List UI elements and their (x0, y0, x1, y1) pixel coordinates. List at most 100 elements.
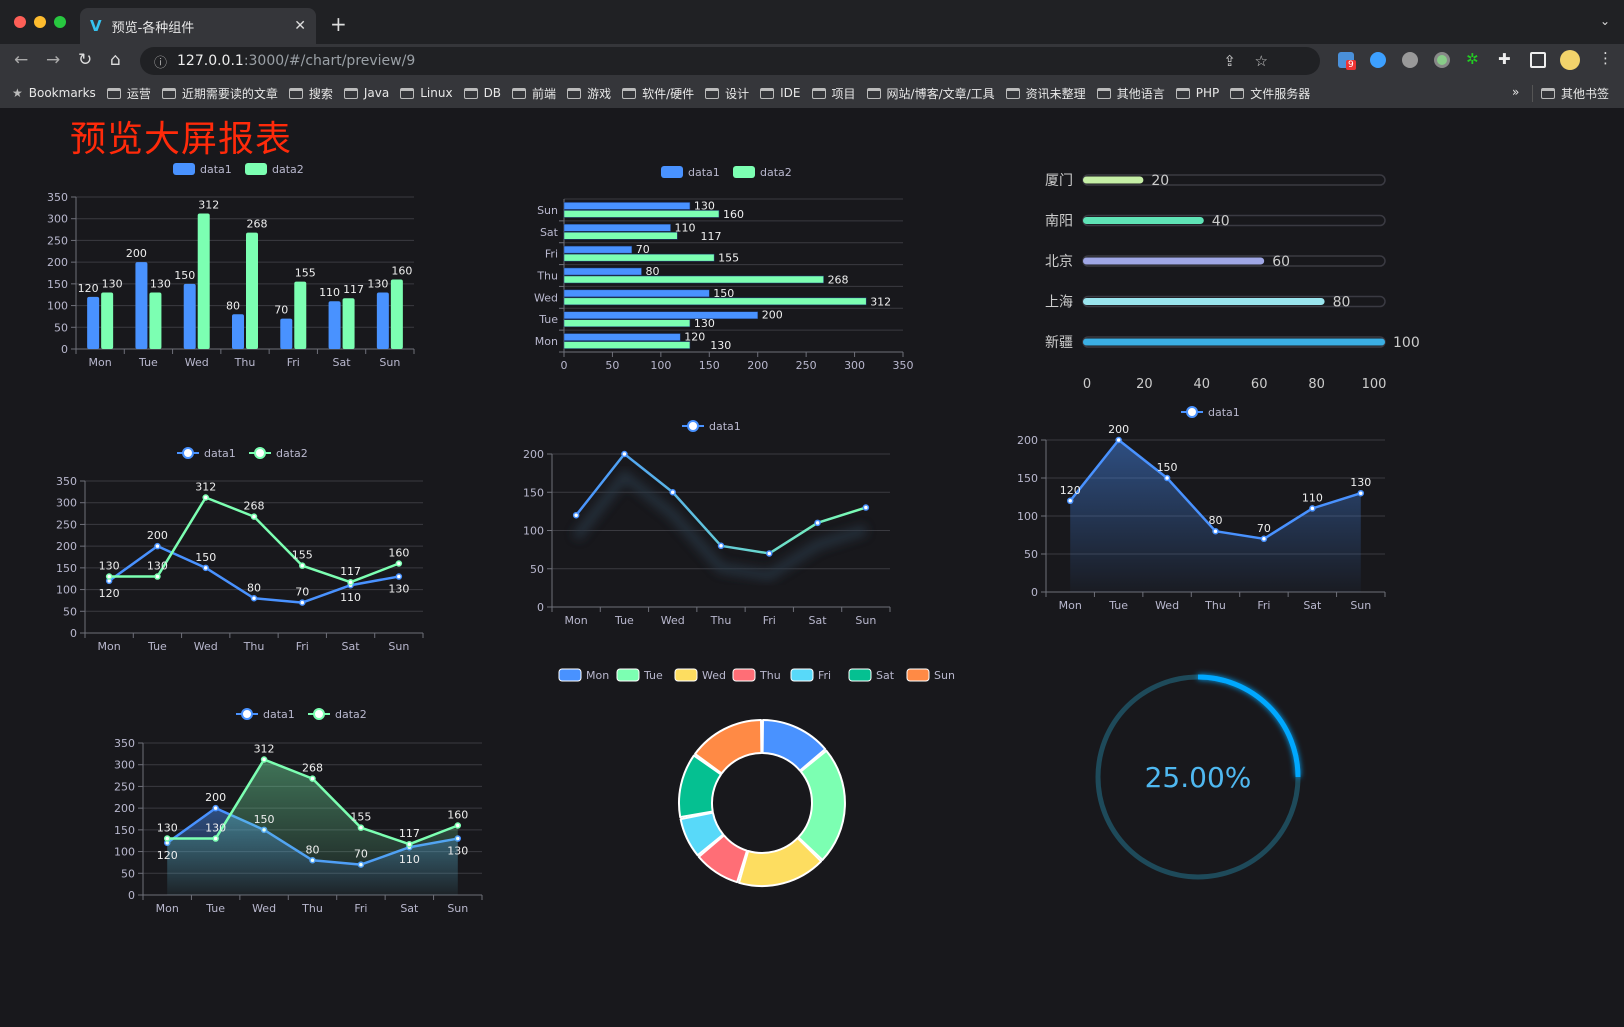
bookmark-label: 资讯未整理 (1025, 86, 1086, 101)
y-tick-label: 100 (114, 846, 135, 859)
bar-data2 (563, 319, 691, 327)
new-tab-button[interactable]: + (330, 12, 347, 36)
progress-value-label: 40 (1212, 214, 1230, 230)
legend-swatch (558, 668, 582, 682)
bar-value-label: 130 (710, 339, 731, 352)
legend-item-fri[interactable]: Fri (790, 668, 831, 682)
puzzle-extensions-icon[interactable]: ✚ (1498, 50, 1511, 68)
bookmark-folder[interactable]: IDE (760, 86, 801, 100)
data-point (406, 840, 413, 848)
legend-item-data2[interactable]: data2 (308, 708, 367, 721)
legend-item-data1[interactable]: data1 (661, 166, 720, 179)
bookmark-folder[interactable]: 前端 (512, 85, 556, 102)
data-point (669, 489, 676, 496)
bookmarks-overflow-button[interactable]: » (1512, 85, 1520, 99)
bookmarks-list: ★ Bookmarks 运营 近期需要读的文章 搜索 Java Linux DB 前端 游戏 软件/… (12, 78, 1321, 108)
x-tick-label: 100 (1362, 377, 1387, 392)
forward-arrow-icon[interactable]: → (46, 50, 61, 70)
share-icon[interactable]: ⇪ (1223, 52, 1236, 70)
area-data1 (1070, 440, 1361, 592)
bookmark-label: 运营 (126, 86, 151, 101)
legend-item-mon[interactable]: Mon (558, 668, 609, 682)
bookmark-folder[interactable]: 其他语言 (1096, 85, 1165, 102)
legend-item-tue[interactable]: Tue (616, 668, 663, 682)
bar-value-label: 268 (828, 274, 849, 287)
bookmark-label: 软件/硬件 (642, 86, 695, 101)
legend-item-wed[interactable]: Wed (674, 668, 726, 682)
bookmark-folder[interactable]: 网站/博客/文章/工具 (866, 85, 995, 102)
legend-item-data1[interactable]: data1 (177, 447, 236, 460)
browser-tab[interactable]: V 预览-各种组件 ✕ (80, 8, 316, 44)
legend-item-sat[interactable]: Sat (848, 668, 895, 682)
y-tick-label: 100 (523, 525, 544, 538)
bookmark-folder[interactable]: 资讯未整理 (1005, 85, 1086, 102)
maximize-window-button[interactable] (54, 16, 66, 28)
x-tick-label: 50 (605, 359, 619, 372)
bookmark-folder[interactable]: 搜索 (288, 85, 333, 102)
point-value-label: 120 (1060, 484, 1081, 497)
other-bookmarks-folder[interactable]: 其他书签 (1532, 85, 1609, 102)
bookmarks-button[interactable]: ★ Bookmarks (12, 86, 96, 100)
point-value-label: 110 (399, 853, 420, 866)
bookmark-folder[interactable]: 设计 (705, 85, 749, 102)
address-bar[interactable]: ⓘ 127.0.0.1:3000/#/chart/preview/9 ⇪ ☆ (140, 47, 1320, 75)
data-point (766, 550, 773, 557)
bookmark-folder[interactable]: 运营 (106, 85, 151, 102)
bookmark-folder[interactable]: DB (463, 86, 501, 100)
progress-fill (1083, 338, 1385, 346)
x-tick-label: Mon (89, 356, 112, 369)
gauge-track (1095, 674, 1301, 880)
home-icon[interactable]: ⌂ (110, 50, 121, 70)
y-tick-label: 200 (56, 540, 77, 553)
progress-bar-chart: 厦门 20 南阳 40 北京 60 上海 80 新疆 100 0 20 40 60 80 100 (1045, 173, 1420, 392)
bookmark-folder[interactable]: 软件/硬件 (622, 85, 694, 102)
bar-value-label: 130 (102, 278, 123, 291)
y-tick-label: 100 (1017, 510, 1038, 523)
bookmark-folder[interactable]: Java (343, 86, 389, 100)
back-arrow-icon[interactable]: ← (14, 50, 29, 70)
bar-data2 (563, 275, 824, 284)
bar-value-label: 110 (675, 221, 696, 234)
site-info-icon[interactable]: ⓘ (154, 55, 168, 71)
bar-data1 (376, 292, 389, 349)
bookmark-folder[interactable]: Linux (400, 86, 453, 100)
bookmark-folder[interactable]: 项目 (811, 85, 856, 102)
side-panel-icon[interactable] (1530, 52, 1546, 68)
bookmark-star-icon[interactable]: ☆ (1254, 52, 1268, 70)
star-extension-icon[interactable]: ✲ (1466, 50, 1479, 68)
legend-item-data1[interactable]: data1 (1181, 406, 1240, 419)
legend-item-sun[interactable]: Sun (906, 668, 955, 682)
x-tick-label: Tue (205, 902, 225, 915)
tab-search-chevron-icon[interactable]: ⌄ (1599, 14, 1610, 28)
circle-extension-icon[interactable] (1434, 52, 1450, 68)
x-tick-label: 200 (747, 359, 768, 372)
gem-extension-icon[interactable] (1370, 52, 1386, 68)
minimize-window-button[interactable] (34, 16, 46, 28)
bookmark-folder[interactable]: 游戏 (567, 85, 611, 102)
more-menu-icon[interactable]: ⋮ (1598, 49, 1613, 67)
bookmark-folder[interactable]: PHP (1175, 86, 1220, 100)
bookmark-folder[interactable]: 近期需要读的文章 (161, 85, 278, 102)
legend-item-data1[interactable]: data1 (682, 420, 741, 433)
x-tick-label: Mon (565, 614, 588, 627)
close-tab-icon[interactable]: ✕ (294, 18, 306, 34)
legend-item-data2[interactable]: data2 (249, 447, 308, 460)
y-tick-label: 0 (70, 627, 77, 640)
legend-item-data1[interactable]: data1 (173, 163, 232, 176)
close-window-button[interactable] (14, 16, 26, 28)
y-tick-label: Wed (534, 291, 558, 304)
x-tick-label: 300 (844, 359, 865, 372)
bookmark-folder[interactable]: 文件服务器 (1230, 85, 1310, 102)
bar-value-label: 150 (174, 269, 195, 282)
legend-item-data1[interactable]: data1 (236, 708, 295, 721)
legend-marker (687, 420, 699, 432)
extension-icon[interactable]: 9 (1338, 52, 1356, 70)
legend-item-data2[interactable]: data2 (733, 166, 792, 179)
x-tick-label: Sat (1303, 599, 1322, 612)
command-extension-icon[interactable] (1402, 52, 1418, 68)
profile-avatar[interactable] (1560, 50, 1580, 70)
legend-item-data2[interactable]: data2 (245, 163, 304, 176)
bookmark-label: PHP (1195, 86, 1220, 100)
legend-item-thu[interactable]: Thu (732, 668, 781, 682)
reload-icon[interactable]: ↻ (78, 50, 93, 70)
